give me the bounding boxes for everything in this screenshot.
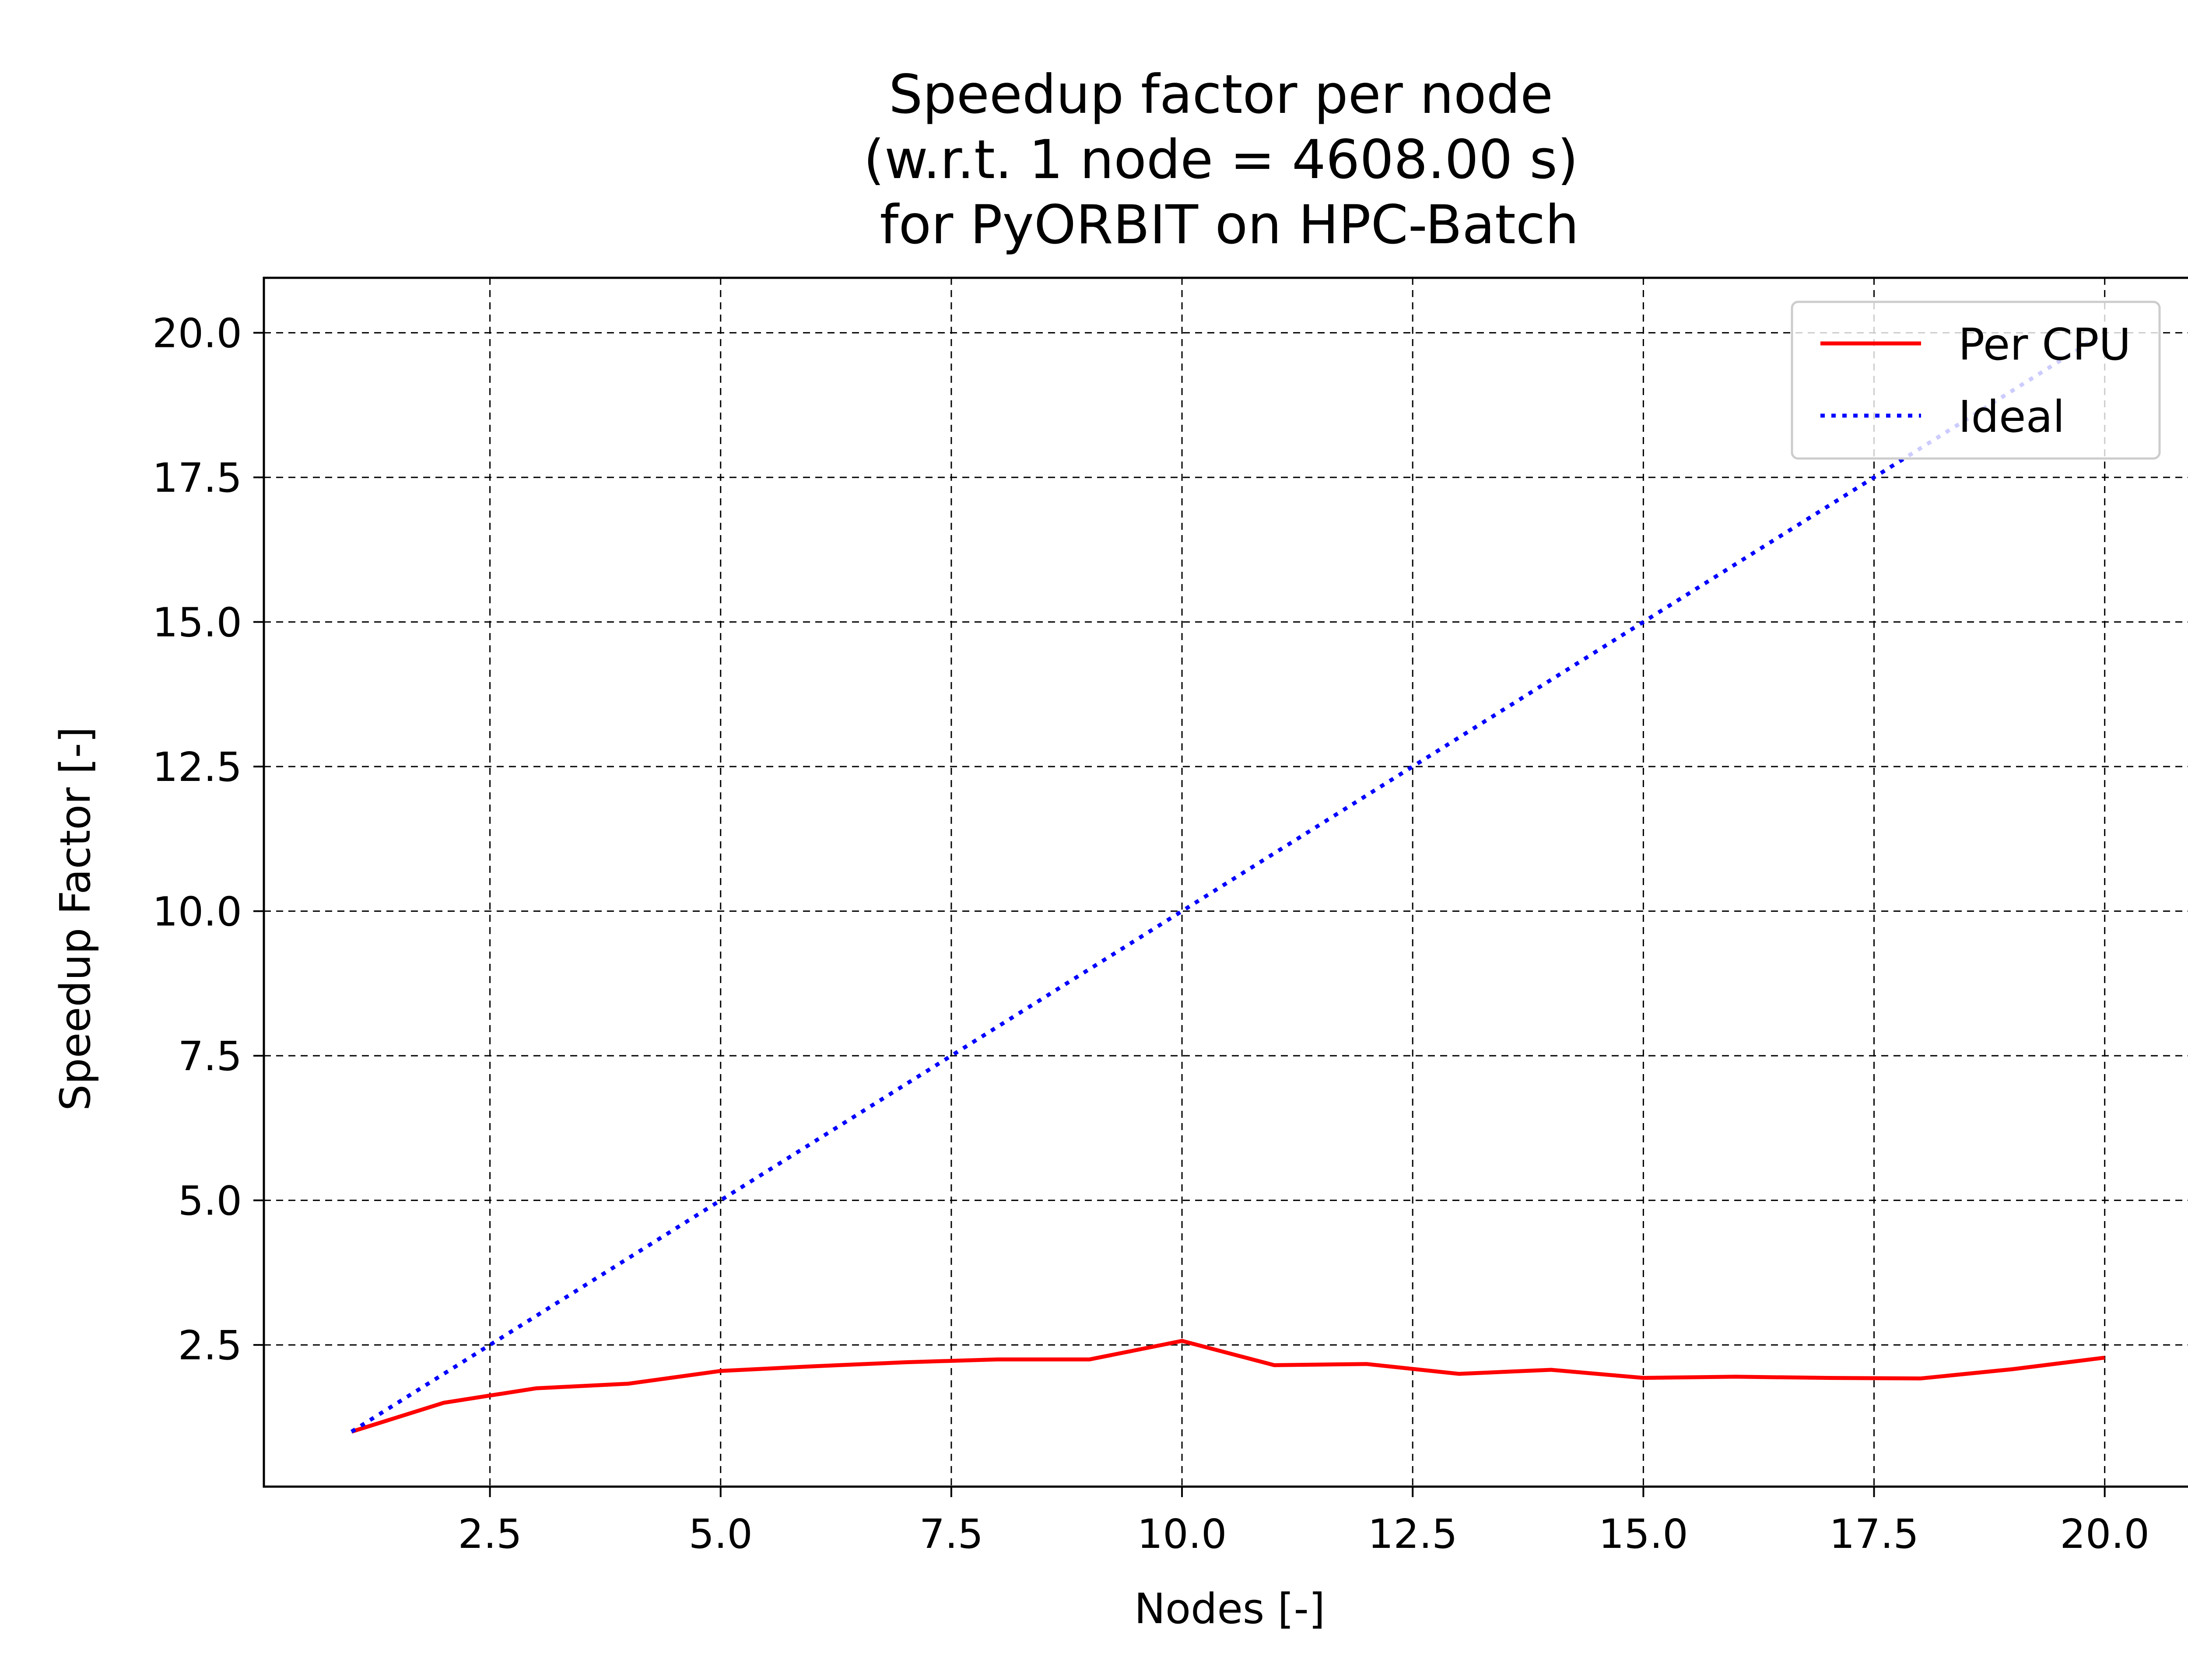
x-tick-label: 10.0: [1137, 1511, 1227, 1558]
x-tick-label: 15.0: [1599, 1511, 1688, 1558]
y-tick-label: 10.0: [152, 889, 242, 935]
x-tick-label: 17.5: [1829, 1511, 1919, 1558]
x-axis-label: Nodes [-]: [1134, 1585, 1325, 1633]
x-tick-label: 2.5: [458, 1511, 522, 1558]
plot-series: [350, 331, 2106, 1434]
x-tick-label: 7.5: [919, 1511, 983, 1558]
y-tick-label: 17.5: [152, 455, 242, 501]
grid: [264, 278, 2188, 1487]
title-line-3: for PyORBIT on HPC-Batch: [863, 194, 1579, 256]
y-tick-label: 7.5: [178, 1033, 242, 1080]
x-axis-ticks: 2.5 5.0 7.5 10.0 12.5 15.0 17.5 20.0: [458, 1487, 2149, 1558]
y-axis-ticks: 2.5 5.0 7.5 10.0 12.5 15.0 17.5 20.0: [152, 310, 264, 1369]
x-tick-label: 5.0: [689, 1511, 753, 1558]
title-line-1: Speedup factor per node: [889, 63, 1553, 126]
y-tick-label: 20.0: [152, 310, 242, 357]
y-tick-label: 12.5: [152, 744, 242, 791]
plot-area-frame: [263, 276, 2188, 1488]
chart-title: Speedup factor per node (w.r.t. 1 node =…: [863, 63, 1579, 256]
x-tick-label: 20.0: [2060, 1511, 2149, 1558]
series-line-per-cpu: [351, 1339, 2105, 1434]
y-tick-label: 15.0: [152, 599, 242, 646]
legend-label-per-cpu: Per CPU: [1958, 319, 2131, 370]
y-tick-label: 5.0: [178, 1178, 242, 1225]
title-line-2: (w.r.t. 1 node = 4608.00 s): [863, 129, 1578, 191]
legend-box: [1791, 301, 2161, 460]
legend-label-ideal: Ideal: [1958, 391, 2065, 442]
legend: Per CPU Ideal: [1791, 301, 2161, 460]
y-axis-label: Speedup Factor [-]: [52, 727, 100, 1111]
y-tick-label: 2.5: [178, 1322, 242, 1369]
x-tick-label: 12.5: [1368, 1511, 1458, 1558]
